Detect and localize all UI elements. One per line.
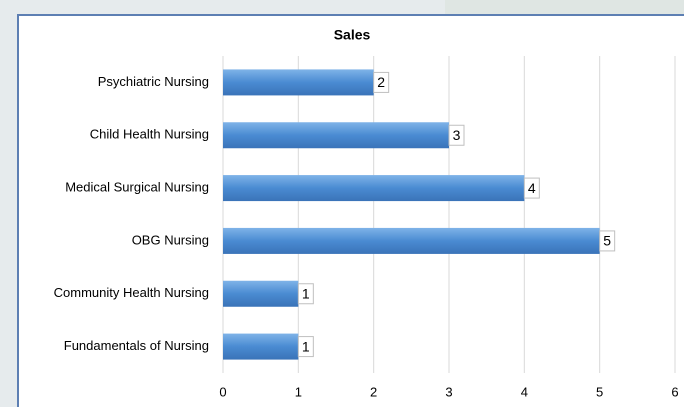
background-strip: [445, 0, 684, 15]
data-label: 4: [528, 180, 536, 196]
y-tick-label: Community Health Nursing: [54, 285, 209, 300]
bar: [223, 175, 525, 202]
data-label: 3: [453, 127, 461, 143]
data-label: 1: [302, 285, 310, 301]
x-tick-label: 1: [295, 384, 302, 399]
x-tick-label: 2: [370, 384, 377, 399]
y-tick-label: Child Health Nursing: [90, 127, 209, 142]
y-tick-label: Medical Surgical Nursing: [65, 180, 209, 195]
bar: [223, 280, 299, 307]
data-label: 2: [377, 74, 385, 90]
bar: [223, 333, 299, 360]
x-tick-label: 6: [671, 384, 678, 399]
y-tick-label: Psychiatric Nursing: [98, 74, 209, 89]
data-label-box: [297, 336, 314, 358]
data-label: 5: [603, 233, 611, 249]
data-label-box: [297, 283, 314, 305]
x-tick-label: 3: [445, 384, 452, 399]
data-label-box: [373, 71, 390, 93]
data-label-box: [523, 177, 540, 199]
data-label-box: [599, 230, 616, 252]
y-tick-label: OBG Nursing: [132, 232, 209, 247]
chart-title: Sales: [334, 27, 371, 43]
y-tick-label: Fundamentals of Nursing: [64, 338, 209, 353]
bar: [223, 69, 374, 96]
x-tick-label: 0: [219, 384, 226, 399]
x-tick-label: 5: [596, 384, 603, 399]
x-tick-label: 4: [521, 384, 528, 399]
bar: [223, 227, 600, 254]
data-label: 1: [302, 338, 310, 354]
bar: [223, 122, 449, 149]
data-label-box: [448, 124, 465, 146]
